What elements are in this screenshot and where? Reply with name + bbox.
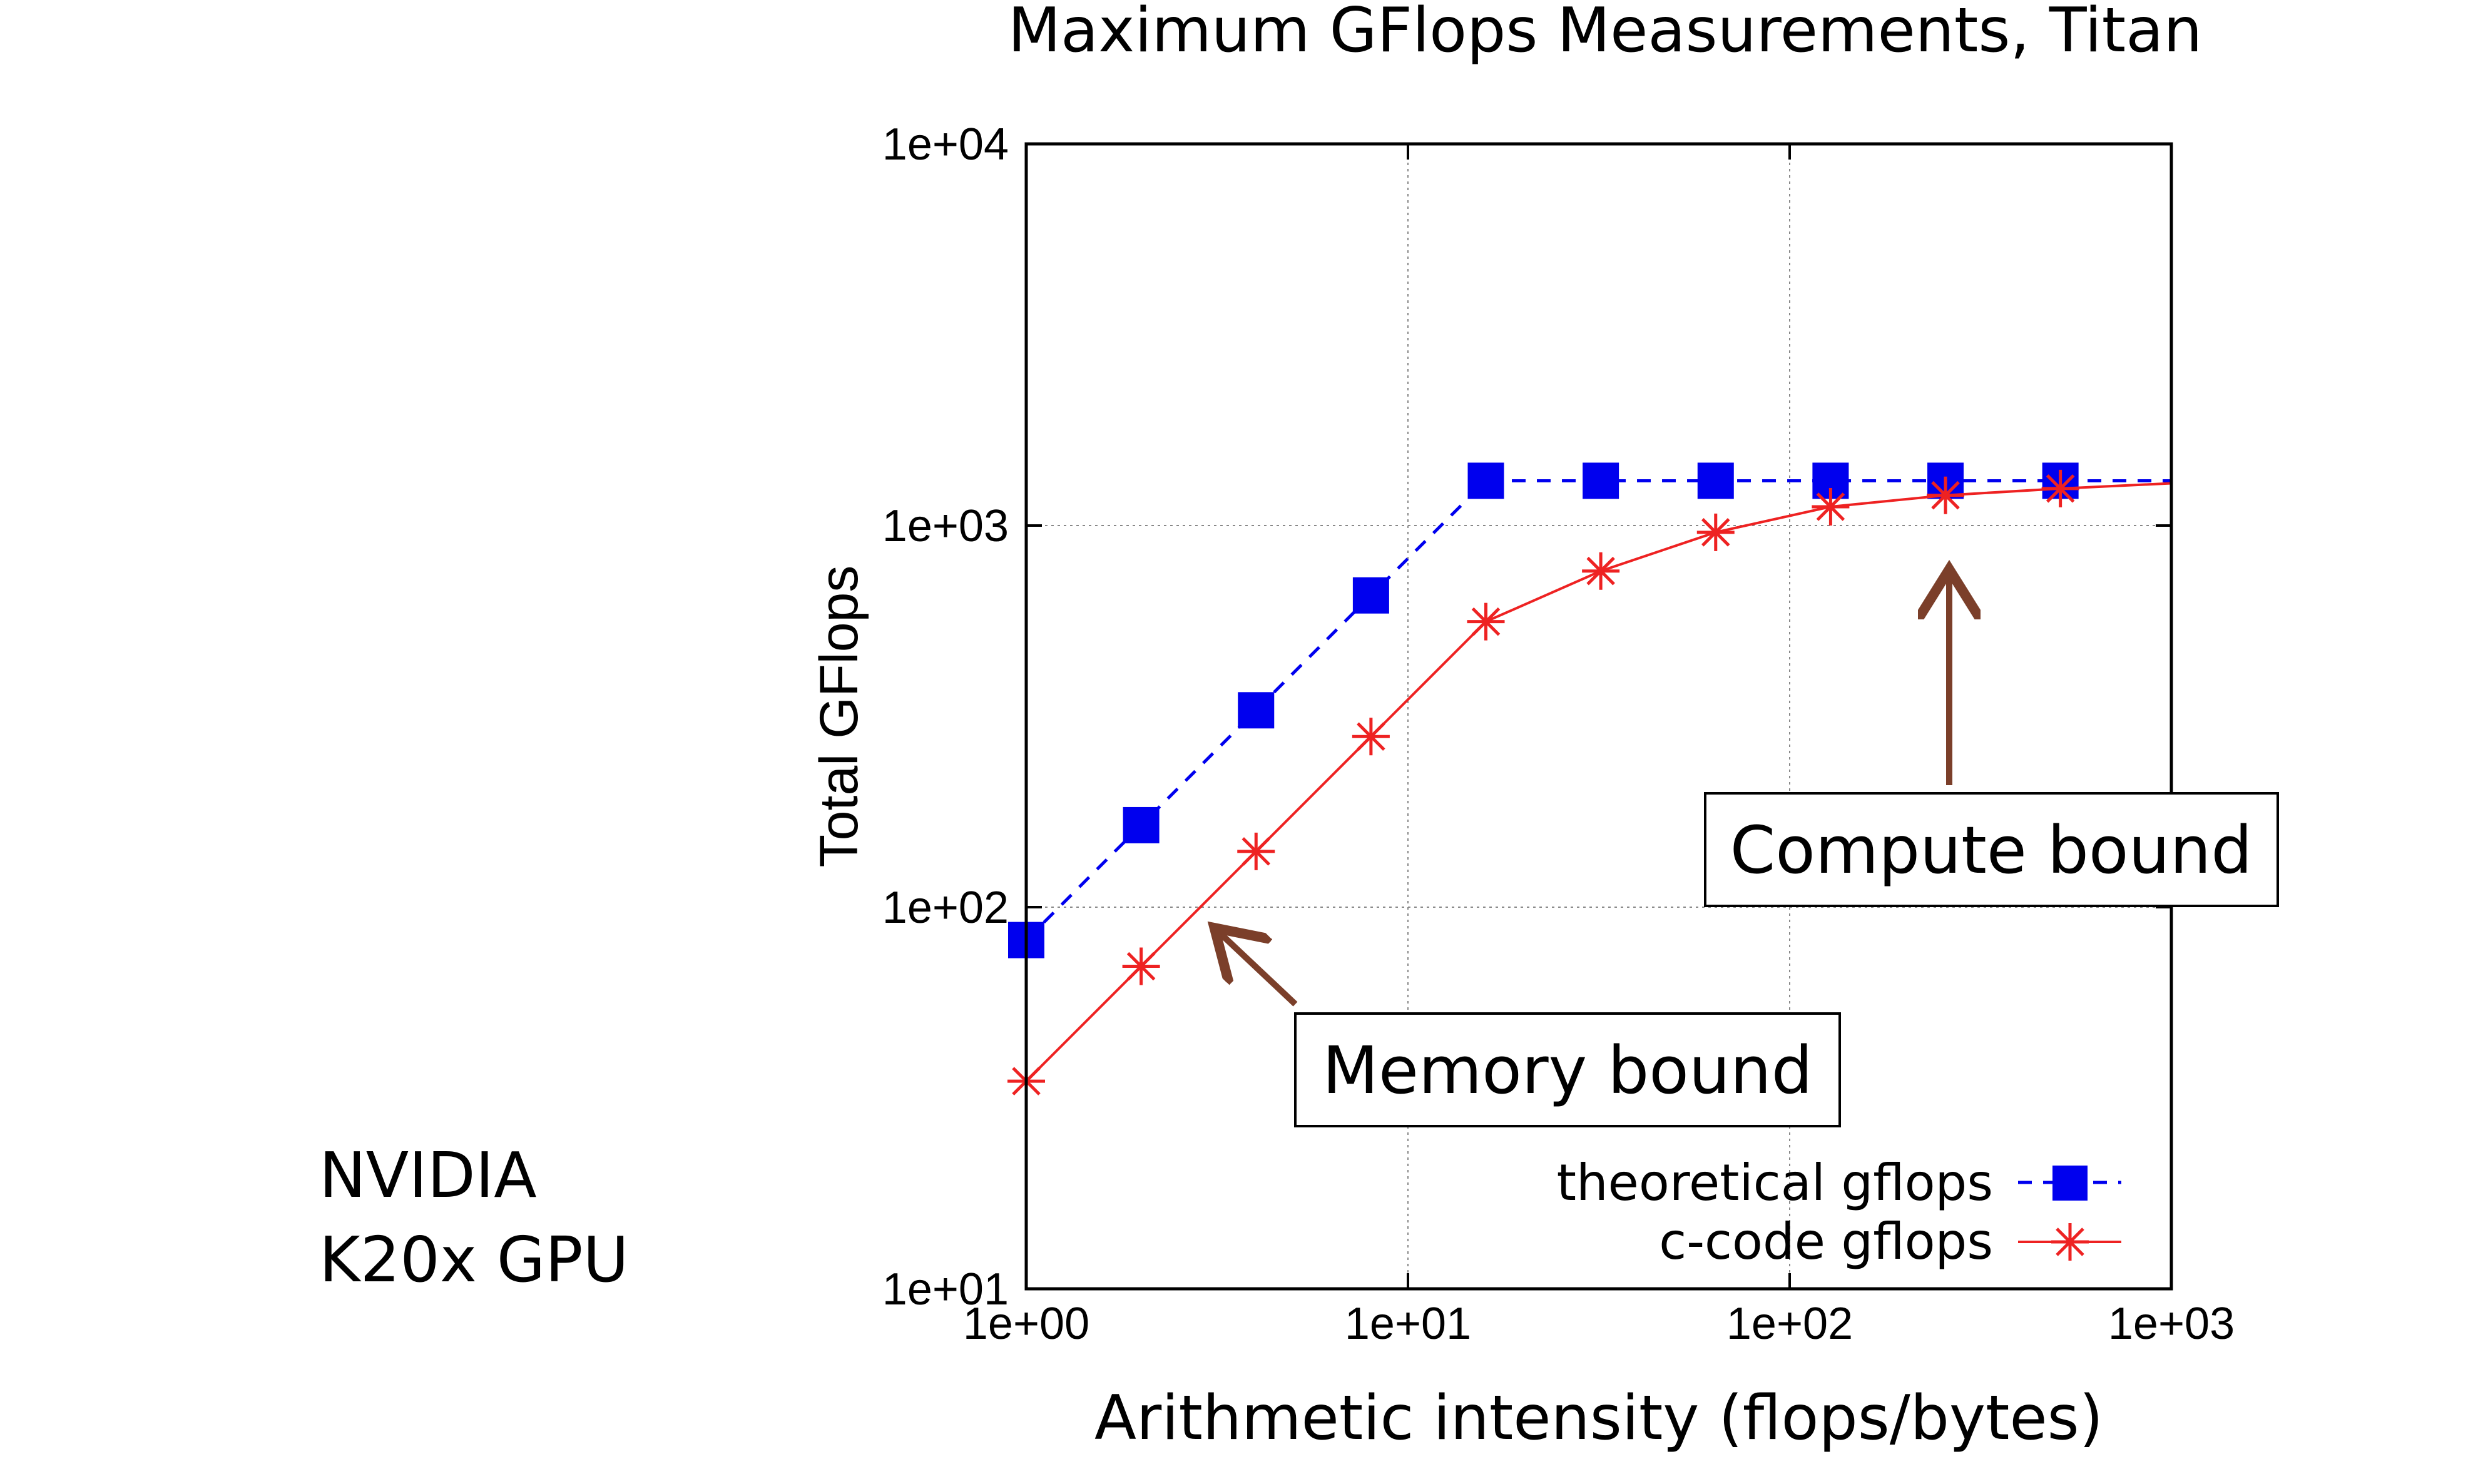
y-tick-label: 1e+01 — [882, 1264, 1009, 1314]
data-point-star — [1812, 487, 1850, 526]
star-stroke — [1816, 492, 1845, 521]
legend-label-ccode: c-code gflops — [1659, 1212, 1993, 1271]
memory-bound-annotation: Memory bound — [1219, 932, 1841, 1127]
data-point-star — [1122, 947, 1160, 985]
data-point-square — [1583, 462, 1619, 499]
star-stroke — [1126, 952, 1156, 981]
data-point-star — [1467, 602, 1505, 641]
star-stroke — [1586, 556, 1615, 586]
device-name-line2: K20x GPU — [319, 1223, 629, 1296]
y-axis-title: Total GFlops — [809, 566, 869, 868]
compute-bound-annotation: Compute bound — [1704, 576, 2279, 907]
x-tick-label: 1e+03 — [2108, 1299, 2235, 1349]
y-tick-label: 1e+04 — [882, 119, 1009, 170]
data-point-square — [1697, 462, 1734, 499]
data-point-star — [2041, 469, 2079, 507]
data-point-square — [1238, 692, 1275, 729]
data-point-star — [1927, 476, 1965, 514]
data-point-square — [1352, 577, 1389, 614]
star-stroke — [1242, 837, 1271, 866]
data-point-star — [1237, 832, 1275, 870]
y-tick-label: 1e+02 — [882, 883, 1009, 933]
legend-label-theoretical: theoretical gflops — [1557, 1154, 1993, 1212]
data-point-square — [1467, 462, 1504, 499]
chart-title: Maximum GFlops Measurements, Titan — [1008, 0, 2203, 66]
x-tick-label: 1e+02 — [1726, 1299, 1853, 1349]
y-tick-label: 1e+03 — [882, 501, 1009, 551]
series-layer — [1007, 462, 2172, 1100]
data-point-square — [1123, 806, 1160, 843]
star-stroke — [1471, 607, 1501, 636]
star-stroke — [1701, 518, 1730, 547]
memory-bound-arrow — [1219, 932, 1298, 1007]
star-stroke — [1931, 480, 1960, 510]
star-stroke — [1357, 722, 1385, 751]
star-stroke — [2046, 474, 2075, 503]
data-point-star — [1696, 513, 1735, 551]
memory-bound-label: Memory bound — [1322, 1032, 1813, 1109]
x-axis-title: Arithmetic intensity (flops/bytes) — [1094, 1383, 2103, 1454]
compute-bound-box — [1704, 792, 2279, 907]
device-name-line1: NVIDIA — [319, 1139, 537, 1212]
compute-bound-label: Compute bound — [1730, 812, 2253, 888]
data-point-star — [1352, 718, 1390, 756]
plot-frame — [1024, 142, 2173, 1291]
legend: theoretical gflops c-code gflops — [1557, 1154, 2121, 1271]
x-tick-label: 1e+01 — [1345, 1299, 1471, 1349]
legend-marker-ccode — [2051, 1223, 2089, 1261]
x-tick-label: 1e+00 — [963, 1299, 1089, 1349]
memory-bound-box — [1294, 1012, 1841, 1127]
legend-marker-theoretical — [2052, 1166, 2088, 1201]
data-point-star — [1582, 552, 1620, 590]
